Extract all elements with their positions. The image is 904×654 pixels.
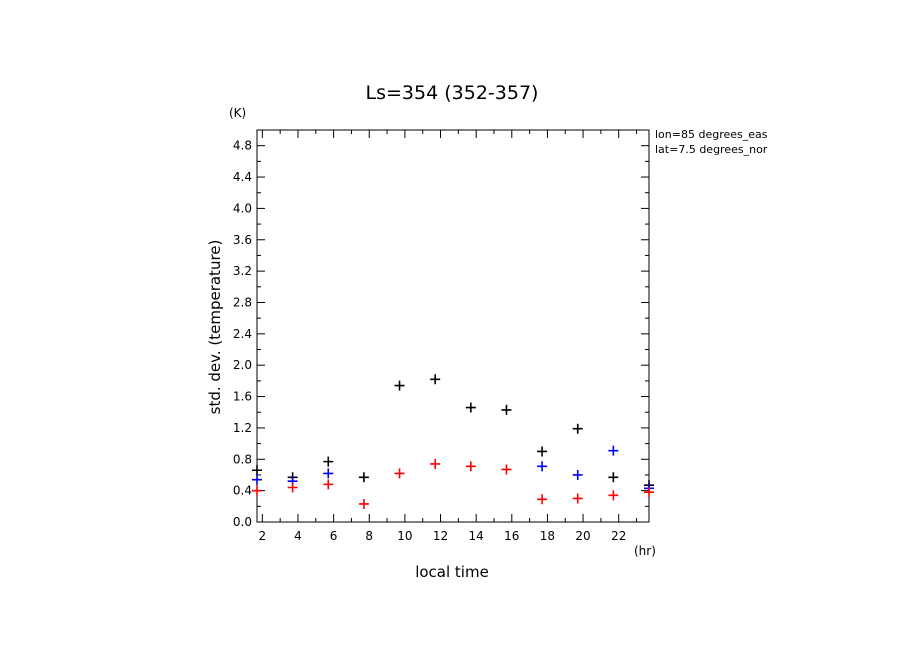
x-tick-label: 18 — [540, 529, 555, 543]
data-point — [501, 404, 512, 415]
x-tick-label: 20 — [575, 529, 590, 543]
data-point — [287, 482, 298, 493]
data-point — [323, 456, 334, 467]
y-tick-label: 0.0 — [233, 515, 252, 529]
x-tick-label: 10 — [397, 529, 412, 543]
data-points — [252, 374, 654, 509]
x-tick-label: 14 — [469, 529, 484, 543]
y-tick-label: 0.4 — [233, 484, 252, 498]
y-tick-label: 2.4 — [233, 327, 252, 341]
y-tick-label: 3.6 — [233, 233, 252, 247]
y-tick-label: 1.6 — [233, 390, 252, 404]
x-tick-label: 4 — [294, 529, 302, 543]
x-axis-label: local time — [415, 563, 489, 581]
x-tick-label: 16 — [504, 529, 519, 543]
data-point — [572, 493, 583, 504]
y-tick-label: 4.4 — [233, 170, 252, 184]
series-2 — [252, 458, 654, 509]
x-tick-label: 2 — [259, 529, 267, 543]
y-tick-label: 4.0 — [233, 201, 252, 215]
data-point — [358, 498, 369, 509]
data-point — [323, 468, 334, 479]
data-point — [608, 445, 619, 456]
data-point — [644, 487, 654, 498]
data-point — [252, 485, 262, 496]
data-point — [572, 469, 583, 480]
data-point — [608, 490, 619, 501]
plot-frame — [256, 129, 650, 523]
y-tick-label: 0.8 — [233, 452, 252, 466]
data-point — [252, 465, 262, 476]
y-tick-label: 2.0 — [233, 358, 252, 372]
data-point — [252, 474, 262, 485]
data-point — [537, 494, 548, 505]
x-tick-label: 8 — [365, 529, 373, 543]
data-point — [501, 464, 512, 475]
series-1 — [252, 445, 654, 494]
y-tick-label: 1.2 — [233, 421, 252, 435]
x-tick-label: 22 — [611, 529, 626, 543]
x-tick-label: 12 — [433, 529, 448, 543]
data-point — [465, 461, 476, 472]
data-point — [537, 461, 548, 472]
data-point — [323, 479, 334, 490]
y-axis-label: std. dev. (temperature) — [206, 240, 224, 415]
x-tick-label: 6 — [330, 529, 338, 543]
y-tick-label: 2.8 — [233, 295, 252, 309]
data-point — [394, 468, 405, 479]
y-unit-label: (K) — [229, 106, 246, 120]
annotation-lon: lon=85 degrees_eas — [655, 128, 768, 141]
data-point — [465, 402, 476, 413]
axis-ticks: 0.0 0.4 0.8 1.2 1.6 2.0 2.4 2.8 3.2 3.6 4.0 4.4 4.8 2… — [233, 130, 649, 543]
chart-title: Ls=354 (352-357) — [366, 82, 539, 104]
y-tick-label: 3.2 — [233, 264, 252, 278]
annotation-lat: lat=7.5 degrees_nor — [655, 143, 768, 156]
data-point — [430, 458, 441, 469]
x-unit-label: (hr) — [634, 544, 656, 558]
data-point — [572, 423, 583, 434]
data-point — [358, 472, 369, 483]
series-0 — [252, 374, 654, 491]
y-tick-label: 4.8 — [233, 139, 252, 153]
data-point — [394, 380, 405, 391]
data-point — [537, 446, 548, 457]
data-point — [608, 472, 619, 483]
data-point — [430, 374, 441, 385]
